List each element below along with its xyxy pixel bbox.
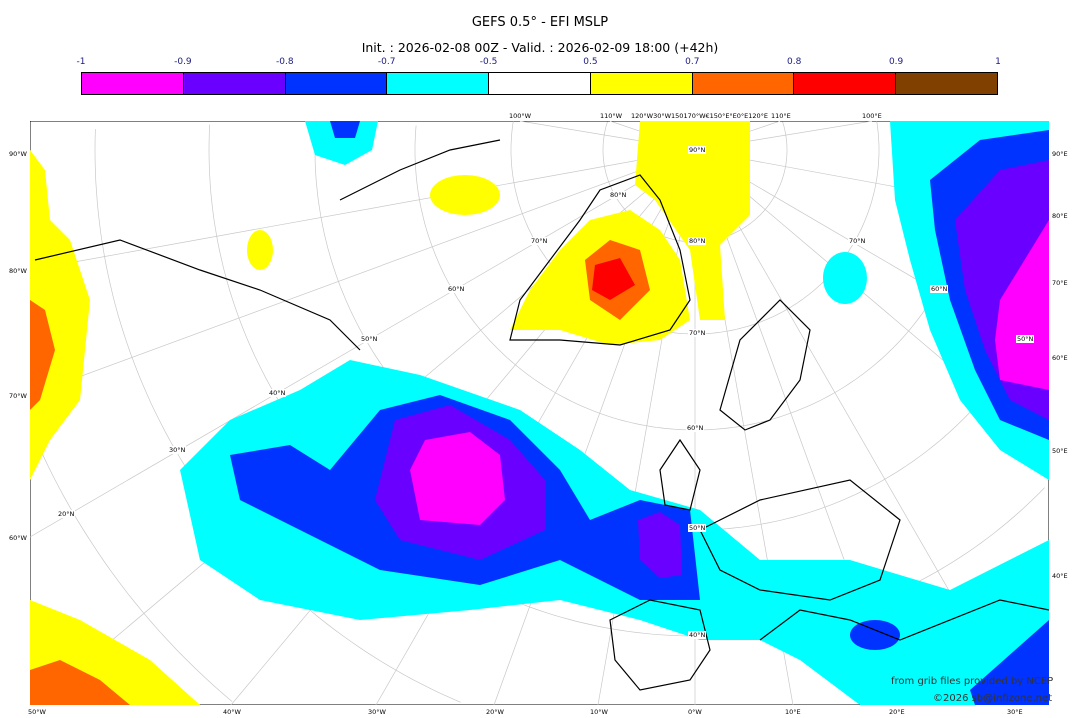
efi-map	[30, 121, 1049, 705]
baffin-yellow-area	[430, 175, 500, 215]
axis-label: 30°W	[368, 708, 386, 716]
med-blue-area	[850, 620, 900, 650]
colorbar-label: -0.7	[377, 57, 396, 67]
latitude-circle	[510, 121, 880, 335]
southwest-orange-area	[30, 660, 130, 705]
axis-label: 90°N	[688, 146, 707, 154]
axis-label: 10°W	[590, 708, 608, 716]
east-magenta-area	[995, 220, 1049, 390]
axis-label: 70°W	[9, 392, 27, 400]
axis-label: 30°E	[1007, 708, 1023, 716]
source-credit: from grib files provided by NCEP	[891, 676, 1054, 687]
colorbar	[81, 72, 998, 95]
axis-label: 70°N	[688, 329, 707, 337]
colorbar-label: -0.5	[479, 57, 498, 67]
copyright-credit: ©2026 sb@infizone.net	[933, 693, 1053, 704]
southeast-blue-area	[970, 620, 1049, 705]
atlantic-magenta-area	[410, 432, 505, 525]
colorbar-swatch	[285, 73, 388, 94]
axis-label: 120°W30°W150170°W€150°E°E0°E120°E	[631, 112, 769, 120]
colorbar-swatch	[692, 73, 795, 94]
axis-label: 90°E	[1052, 150, 1068, 158]
axis-label: 80°N	[609, 191, 628, 199]
colorbar-label: -0.8	[275, 57, 294, 67]
axis-label: 30°N	[168, 446, 187, 454]
colorbar-swatch	[896, 73, 998, 94]
axis-label: 80°W	[9, 267, 27, 275]
axis-label: 60°N	[686, 424, 705, 432]
west-orange-area	[30, 300, 55, 410]
axis-label: 0°W	[688, 708, 702, 716]
colorbar-swatch	[183, 73, 286, 94]
colorbar-label: 0.7	[685, 57, 700, 67]
colorbar-swatch	[489, 73, 591, 94]
axis-label: 20°W	[486, 708, 504, 716]
axis-label: 60°E	[1052, 354, 1068, 362]
colorbar-label: 0.5	[583, 57, 598, 67]
colorbar-label: 1	[995, 57, 1001, 67]
north-blue-area	[330, 121, 360, 138]
colorbar-label: 0.8	[787, 57, 802, 67]
scandinavia-cyan-area	[823, 252, 867, 304]
arctic-yellow-area	[635, 121, 750, 320]
axis-label: 80°E	[1052, 212, 1068, 220]
chart-title: GEFS 0.5° - EFI MSLP	[471, 15, 609, 30]
axis-label: 50°N	[1016, 335, 1035, 343]
greenland-red-area	[592, 258, 635, 300]
colorbar-label: 0.9	[888, 57, 904, 67]
colorbar-label: -0.9	[174, 57, 192, 67]
axis-label: 110°E	[771, 112, 791, 120]
axis-label: 40°E	[1052, 572, 1068, 580]
efi-fields	[30, 121, 1049, 705]
west-yellow-area	[30, 150, 90, 480]
axis-label: 50°E	[1052, 447, 1068, 455]
axis-label: 70°N	[848, 237, 867, 245]
axis-label: 20°E	[889, 708, 905, 716]
axis-label: 20°N	[57, 510, 76, 518]
axis-label: 70°E	[1052, 279, 1068, 287]
chart-subtitle: Init. : 2026-02-08 00Z - Valid. : 2026-0…	[361, 40, 719, 55]
coastlines	[34, 139, 1049, 691]
colorbar-swatch	[387, 73, 490, 94]
axis-label: 100°E	[862, 112, 882, 120]
biscay-purple-area	[638, 512, 682, 578]
axis-label: 40°W	[223, 708, 241, 716]
axis-label: 100°W	[509, 112, 532, 120]
colorbar-label: -1	[76, 57, 86, 67]
axis-label: 10°E	[785, 708, 801, 716]
axis-label: 50°N	[688, 524, 707, 532]
axis-label: 60°N	[930, 285, 949, 293]
axis-label: 110°W	[600, 112, 623, 120]
axis-label: 50°N	[360, 335, 379, 343]
axis-label: 80°N	[688, 237, 707, 245]
latitude-circle	[602, 121, 788, 243]
north-cyan-area	[305, 121, 378, 165]
axis-label: 90°W	[9, 150, 27, 158]
axis-label: 70°N	[530, 237, 549, 245]
axis-label: 40°N	[688, 631, 707, 639]
axis-label: 60°W	[9, 534, 27, 542]
colorbar-swatch	[82, 73, 184, 94]
hudson-yellow-area	[247, 230, 273, 270]
axis-label: 60°N	[447, 285, 466, 293]
axis-label: 50°W	[28, 708, 46, 716]
colorbar-swatch	[590, 73, 693, 94]
axis-label: 40°N	[268, 389, 287, 397]
colorbar-swatch	[794, 73, 897, 94]
latitude-circle	[31, 431, 233, 702]
